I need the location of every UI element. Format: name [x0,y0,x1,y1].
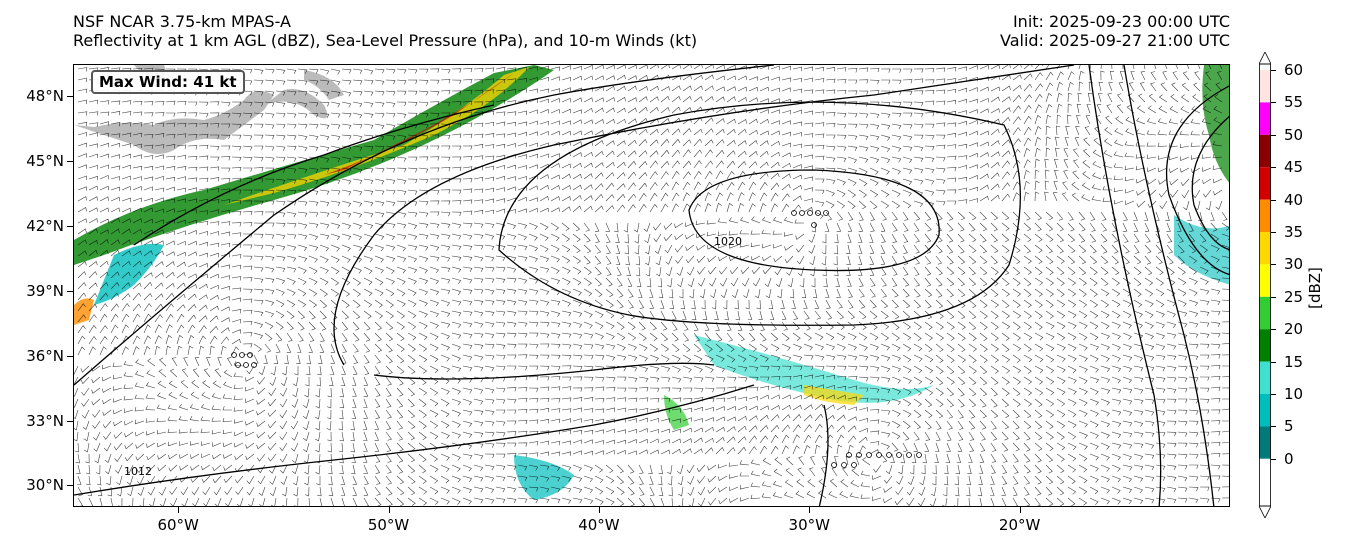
colorbar-tick [1271,361,1276,363]
isobar-label-1012: 1012 [124,465,152,478]
colorbar-tick [1271,458,1276,460]
lon-label: 60°W [157,516,199,534]
colorbar-label: 25 [1284,287,1304,306]
colorbar-bin [1259,199,1271,232]
lon-tick [809,507,811,513]
colorbar-bin [1259,167,1271,200]
isobars [74,65,1229,506]
colorbar-label: 40 [1284,190,1304,209]
colorbar-unit: [dBZ] [1306,267,1324,309]
colorbar-bin [1259,70,1271,103]
colorbar-label: 55 [1284,93,1304,112]
colorbar-under-bin [1259,458,1271,506]
colorbar-bin [1259,264,1271,297]
colorbar-tick [1271,426,1276,428]
high-pressure-center [231,210,922,468]
colorbar-label: 15 [1284,352,1304,371]
colorbar-outline [1259,63,1271,507]
colorbar [1259,52,1271,518]
wind-barbs [74,65,1229,506]
colorbar-label: 60 [1284,61,1304,79]
fields-title: Reflectivity at 1 km AGL (dBZ), Sea-Leve… [73,31,698,50]
colorbar-label: 0 [1284,449,1294,468]
colorbar-tick [1271,70,1276,71]
colorbar-label: 50 [1284,125,1304,144]
colorbar-bin [1259,329,1271,362]
init-time: Init: 2025-09-23 00:00 UTC [1012,12,1230,31]
colorbar-bin [1259,361,1271,394]
lat-tick [67,226,73,228]
colorbar-tick [1271,264,1276,266]
lat-label: 45°N [26,152,64,171]
lon-label: 30°W [788,516,830,534]
colorbar-tick [1271,394,1276,395]
model-title: NSF NCAR 3.75-km MPAS-A [73,12,291,31]
lat-tick [67,290,73,292]
valid-time: Valid: 2025-09-27 21:00 UTC [999,31,1230,50]
lat-tick [67,355,73,357]
colorbar-bin [1259,134,1271,168]
wind-barb-field [74,65,1229,506]
map-panel: 1012 1020 Max Wind: 41 kt [73,64,1230,507]
colorbar-tick [1271,329,1276,331]
lat-label: 36°N [26,346,64,365]
max-wind-label: Max Wind: 41 kt [91,70,245,94]
lat-label: 33°N [26,411,64,430]
colorbar-extend-max [1259,52,1271,65]
map-canvas: 1012 1020 [74,65,1229,506]
colorbar-tick [1271,167,1276,169]
colorbar-tick [1271,102,1276,104]
colorbar-bin [1259,232,1271,265]
time-info: Init: 2025-09-23 00:00 UTC Valid: 2025-0… [1000,12,1230,50]
colorbar-tick [1271,232,1276,233]
colorbar-label: 45 [1284,158,1304,177]
colorbar-label: 20 [1284,320,1304,339]
colorbar-bin [1259,296,1271,330]
colorbar-label: 30 [1284,255,1304,274]
colorbar-tick [1271,296,1276,298]
colorbar-tick [1271,134,1276,136]
isobar-label-1020: 1020 [714,235,742,248]
lon-label: 50°W [367,516,410,534]
colorbar-label: 10 [1284,385,1304,403]
colorbar-bin [1259,394,1271,427]
lon-tick [598,507,600,513]
lat-tick [67,161,73,163]
lon-tick [178,507,180,513]
lon-label: 40°W [578,516,620,534]
colorbar-label: 35 [1284,223,1304,241]
colorbar-bin [1259,102,1271,135]
lon-label: 20°W [998,516,1041,534]
lat-tick [67,96,73,98]
colorbar-tick [1271,199,1276,201]
lon-tick [1019,507,1021,513]
colorbar-label: 5 [1284,417,1294,436]
lat-tick [67,420,73,422]
lon-tick [388,507,390,513]
reflectivity-band [74,65,1229,500]
lat-label: 42°N [26,217,64,236]
lat-label: 48°N [26,87,64,106]
lat-label: 30°N [26,476,64,495]
chart-title: NSF NCAR 3.75-km MPAS-A Reflectivity at … [73,12,697,50]
colorbar-extend-min [1259,505,1271,518]
colorbar-bin [1259,426,1271,459]
lat-tick [67,485,73,487]
lat-label: 39°N [26,281,64,300]
